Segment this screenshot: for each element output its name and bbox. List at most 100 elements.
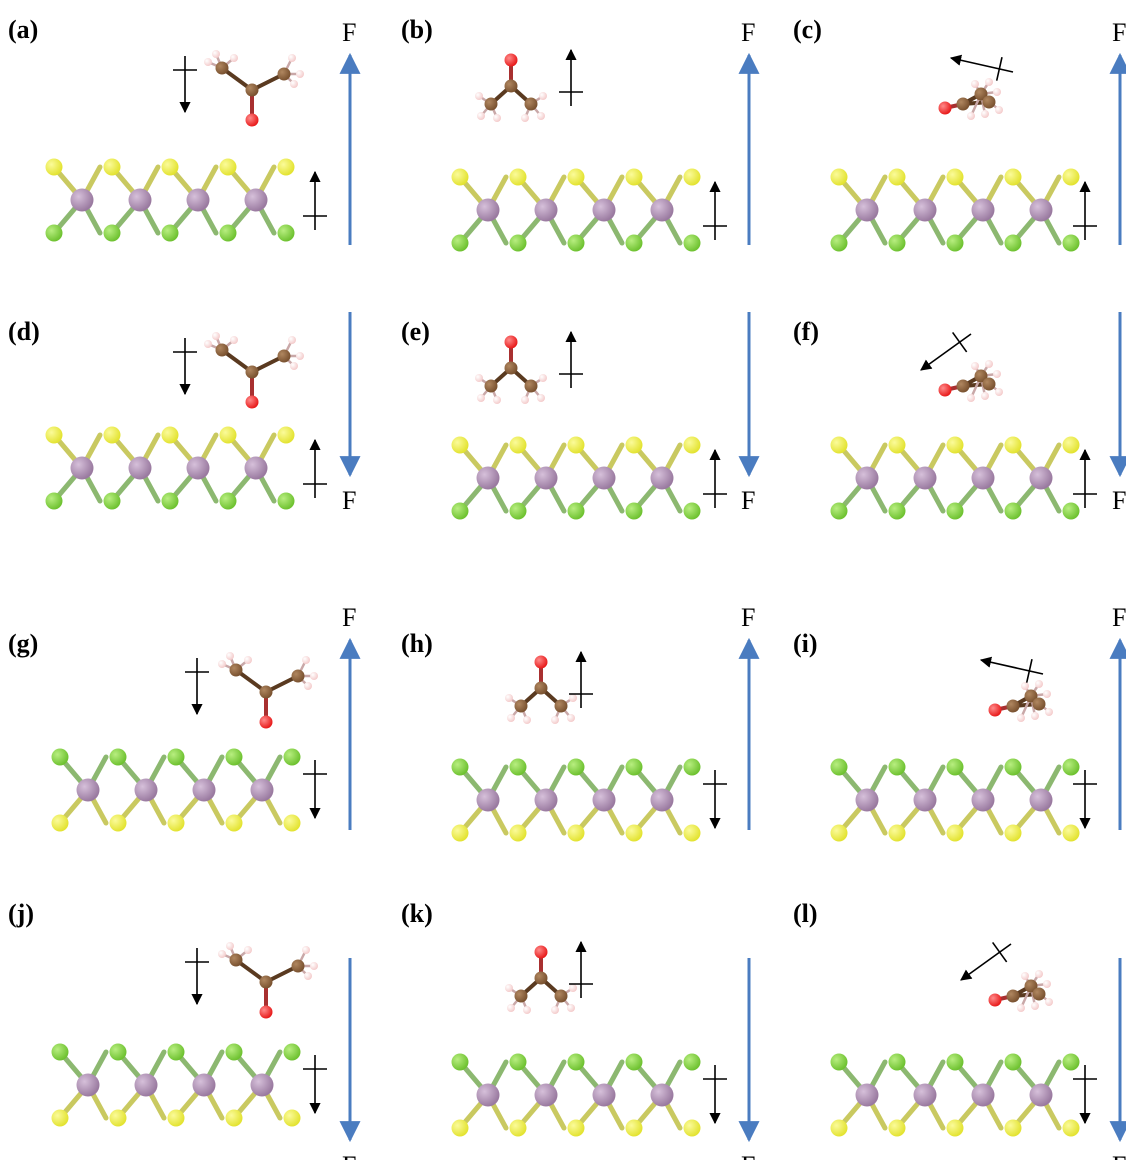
carbon-atom: [1032, 697, 1046, 711]
sulfur-atom: [451, 168, 469, 186]
hydrogen-atom: [1031, 1002, 1039, 1010]
hydrogen-atom: [1021, 972, 1029, 980]
chlorine-atom: [225, 1043, 243, 1061]
oxygen-atom: [259, 715, 273, 729]
hydrogen-atom: [569, 694, 577, 702]
metal-atom: [476, 466, 500, 490]
molecule-dipole-arrow-crossbar: [951, 331, 968, 353]
sulfur-atom: [161, 158, 179, 176]
field-label: F: [1112, 603, 1126, 632]
carbon-atom: [277, 349, 291, 363]
carbon-atom: [291, 669, 305, 683]
metal-atom: [650, 198, 674, 222]
sulfur-atom: [1004, 824, 1022, 842]
chlorine-atom: [1062, 234, 1080, 252]
sulfur-atom: [888, 436, 906, 454]
hydrogen-atom: [218, 660, 226, 668]
chlorine-atom: [451, 1053, 469, 1071]
hydrogen-atom: [1021, 682, 1029, 690]
metal-atom: [855, 198, 879, 222]
metal-atom: [534, 466, 558, 490]
hydrogen-atom: [551, 716, 559, 724]
sulfur-atom: [451, 824, 469, 842]
field-label: F: [741, 18, 755, 47]
carbon-atom: [514, 989, 528, 1003]
metal-atom: [534, 1083, 558, 1107]
hydrogen-atom: [523, 1006, 531, 1014]
chlorine-atom: [103, 224, 121, 242]
hydrogen-atom: [569, 984, 577, 992]
sulfur-atom: [103, 426, 121, 444]
sulfur-atom: [567, 824, 585, 842]
metal-atom: [244, 188, 268, 212]
metal-atom: [913, 198, 937, 222]
chlorine-atom: [888, 502, 906, 520]
hydrogen-atom: [981, 110, 989, 118]
chlorine-atom: [509, 758, 527, 776]
carbon-atom: [229, 953, 243, 967]
chlorine-atom: [283, 1043, 301, 1061]
metal-atom: [592, 198, 616, 222]
panel-label: (k): [401, 899, 433, 928]
sulfur-atom: [683, 824, 701, 842]
hydrogen-atom: [967, 394, 975, 402]
sulfur-atom: [167, 1109, 185, 1127]
chlorine-atom: [683, 758, 701, 776]
carbon-atom: [291, 959, 305, 973]
hydrogen-atom: [244, 656, 252, 664]
hydrogen-atom: [212, 332, 220, 340]
field-label: F: [741, 486, 755, 515]
sulfur-atom: [683, 168, 701, 186]
carbon-atom: [524, 97, 538, 111]
panel-i: (i) F: [793, 603, 1126, 842]
metal-atom: [250, 1073, 274, 1097]
carbon-atom: [504, 361, 518, 375]
metal-atom: [186, 188, 210, 212]
carbon-atom: [1024, 979, 1038, 993]
hydrogen-atom: [523, 716, 531, 724]
chlorine-atom: [103, 492, 121, 510]
metal-atom: [971, 788, 995, 812]
field-label: F: [741, 603, 755, 632]
metal-atom: [70, 188, 94, 212]
metal-atom: [244, 456, 268, 480]
oxygen-atom: [938, 383, 952, 397]
molecule-dipole-arrow: [960, 943, 1012, 981]
chlorine-atom: [219, 492, 237, 510]
chlorine-atom: [683, 1053, 701, 1071]
hydrogen-atom: [505, 694, 513, 702]
chlorine-atom: [625, 758, 643, 776]
sulfur-atom: [625, 168, 643, 186]
carbon-atom: [1006, 989, 1020, 1003]
metal-atom: [76, 1073, 100, 1097]
carbon-atom: [215, 343, 229, 357]
panel-d: (d) F: [8, 312, 361, 515]
carbon-atom: [514, 699, 528, 713]
panel-label: (f): [793, 317, 819, 346]
metal-atom: [1029, 466, 1053, 490]
hydrogen-atom: [985, 360, 993, 368]
carbon-atom: [554, 699, 568, 713]
chlorine-atom: [683, 234, 701, 252]
hydrogen-atom: [212, 50, 220, 58]
chlorine-atom: [830, 502, 848, 520]
metal-atom: [855, 788, 879, 812]
panel-l: (l) F: [793, 899, 1126, 1160]
metal-atom: [534, 198, 558, 222]
metal-atom: [476, 788, 500, 812]
metal-atom: [476, 198, 500, 222]
hydrogen-atom: [244, 946, 252, 954]
hydrogen-atom: [993, 88, 1001, 96]
carbon-atom: [229, 663, 243, 677]
chlorine-atom: [277, 224, 295, 242]
chlorine-atom: [109, 1043, 127, 1061]
sulfur-atom: [219, 426, 237, 444]
field-label: F: [741, 1151, 755, 1160]
chlorine-atom: [219, 224, 237, 242]
sulfur-atom: [567, 168, 585, 186]
sulfur-atom: [683, 1119, 701, 1137]
hydrogen-atom: [304, 972, 312, 980]
sulfur-atom: [1004, 1119, 1022, 1137]
sulfur-atom: [509, 824, 527, 842]
chlorine-atom: [1004, 502, 1022, 520]
